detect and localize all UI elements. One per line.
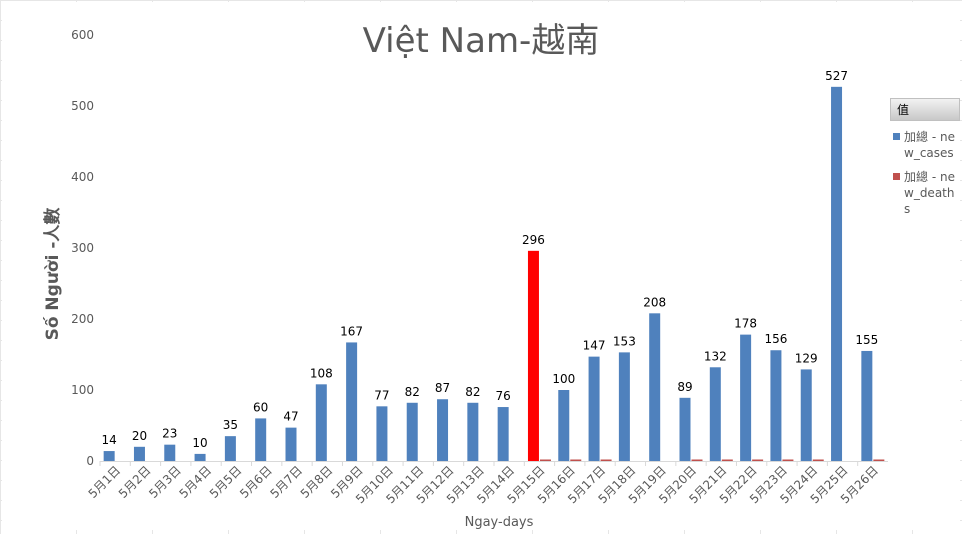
bar-new-cases [527,250,539,461]
x-tick-label: 5月2日 [116,463,154,501]
x-tick-label: 5月5日 [207,463,245,501]
bar-new-cases [133,446,145,461]
data-label-new-cases: 153 [613,334,636,348]
legend-swatch-new-deaths [893,173,900,180]
x-tick-label: 5月1日 [86,463,124,501]
x-tick-label: 5月8日 [298,463,336,501]
data-label-new-cases: 208 [643,295,666,309]
bar-new-cases [285,427,297,461]
bar-new-cases [224,436,236,461]
chart-title: Việt Nam-越南 [363,21,600,61]
x-axis-label: Ngay-days [465,515,534,530]
bar-new-cases [346,342,358,461]
data-label-new-cases: 132 [704,349,727,363]
bar-new-deaths [570,459,582,461]
bar-new-deaths [782,459,794,461]
data-label-new-cases: 155 [855,333,878,347]
data-label-new-cases: 14 [102,433,117,447]
bar-new-cases [770,350,782,461]
y-tick-label: 200 [71,312,94,326]
bar-new-cases [437,399,449,461]
data-label-new-cases: 129 [795,351,818,365]
legend-label-new-cases: 加總 - new_cases [904,130,955,160]
bar-new-cases [467,402,479,461]
bar-new-cases [164,444,176,461]
x-tick-label: 5月4日 [177,463,215,501]
bar-new-cases [255,418,267,461]
bar-new-deaths [812,459,824,461]
bar-new-cases [831,86,843,461]
data-label-new-cases: 296 [522,233,545,247]
y-tick-label: 100 [71,383,94,397]
x-tick-label: 5月7日 [267,463,305,501]
x-tick-label: 5月6日 [237,463,275,501]
bar-new-deaths [873,459,885,461]
data-label-new-cases: 89 [677,380,692,394]
x-tick-label: 5月3日 [146,463,184,501]
data-label-new-cases: 178 [734,317,757,331]
bar-new-cases [376,406,388,461]
data-label-new-cases: 47 [283,410,298,424]
legend-swatch-new-cases [893,133,900,140]
legend[interactable]: 值 加總 - new_cases 加總 - new_deaths [890,98,960,217]
data-label-new-cases: 527 [825,69,848,83]
data-label-new-cases: 60 [253,400,268,414]
data-label-new-cases: 82 [465,385,480,399]
bar-new-deaths [721,459,733,461]
y-tick-label: 300 [71,241,94,255]
bar-new-cases [679,397,691,461]
bar-new-cases [618,352,630,461]
data-label-new-cases: 87 [435,381,450,395]
y-tick-label: 500 [71,99,94,113]
y-tick-label: 0 [86,454,94,468]
data-label-new-cases: 167 [340,324,363,338]
legend-item-new-deaths[interactable]: 加總 - new_deaths [890,169,960,217]
legend-title: 值 [890,98,960,121]
legend-item-new-cases[interactable]: 加總 - new_cases [890,129,960,161]
bar-new-deaths [539,459,551,461]
bar-new-cases [709,367,721,461]
bar-new-cases [740,334,752,461]
data-label-new-cases: 156 [764,332,787,346]
data-label-new-cases: 20 [132,429,147,443]
bar-new-deaths [691,459,703,461]
data-label-new-cases: 147 [583,339,606,353]
bar-new-cases [497,407,509,461]
bar-new-cases [800,369,812,461]
data-label-new-cases: 82 [405,385,420,399]
data-label-new-cases: 77 [374,388,389,402]
y-axis-label: Số Người -人數 [42,208,63,341]
data-label-new-cases: 10 [192,436,207,450]
bar-new-cases [558,390,570,461]
bar-new-cases [315,384,327,461]
bar-new-cases [588,356,600,461]
bar-new-deaths [600,459,612,461]
data-label-new-cases: 76 [496,389,511,403]
y-tick-label: 400 [71,170,94,184]
data-label-new-cases: 35 [223,418,238,432]
data-label-new-cases: 108 [310,366,333,380]
bar-new-cases [194,453,206,461]
data-label-new-cases: 23 [162,427,177,441]
bar-new-cases [649,313,661,461]
bar-new-cases [406,402,418,461]
bar-new-deaths [752,459,764,461]
legend-label-new-deaths: 加總 - new_deaths [904,170,955,216]
bar-new-cases [103,451,115,461]
data-label-new-cases: 100 [552,372,575,386]
y-tick-label: 600 [71,28,94,42]
bar-new-cases [861,350,873,461]
